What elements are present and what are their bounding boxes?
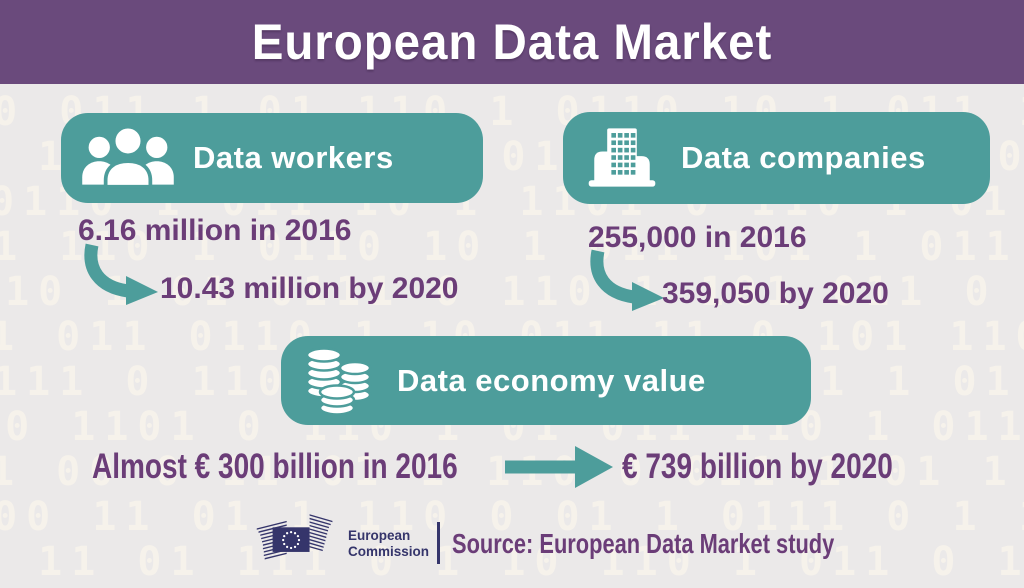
ec-word-line1: European [348, 528, 411, 543]
header-band: European Data Market [0, 0, 1024, 84]
european-commission-wordmark: European Commission [348, 528, 429, 560]
european-commission-logo [255, 513, 343, 573]
companies-stat-2020: 359,050 by 2020 [662, 277, 889, 310]
economy-stat-2020: € 739 billion by 2020 [622, 447, 893, 486]
data-economy-card: Data economy value [281, 336, 811, 425]
data-companies-card: Data companies [563, 112, 990, 204]
data-workers-card: Data workers [61, 113, 483, 203]
data-economy-label: Data economy value [397, 362, 706, 398]
binary-row: 110 1 01 0111 0 110 1 101 011 0 1 1101 1… [0, 269, 1024, 315]
workers-stat-2016: 6.16 million in 2016 [78, 214, 352, 247]
footer-divider [437, 522, 440, 564]
economy-stat-2016: Almost € 300 billion in 2016 [92, 447, 458, 486]
data-workers-label: Data workers [193, 140, 394, 175]
binary-row: 01 110 1 0110 10 1 011 101 1 011 0 110 1… [0, 224, 1024, 270]
source-text: Source: European Data Market study [452, 528, 835, 559]
ec-word-line2: Commission [348, 544, 430, 559]
coins-icon [297, 345, 379, 417]
building-icon [585, 124, 659, 192]
right-arrow-icon [505, 446, 613, 493]
page-title: European Data Market [251, 14, 773, 70]
curved-arrow-icon [588, 249, 670, 316]
curved-arrow-icon [82, 243, 164, 310]
data-companies-label: Data companies [681, 140, 926, 175]
binary-row: 0 11 01 111 0 1 10 110 1 011 0 1 110 1 0… [0, 539, 1024, 585]
companies-stat-2016: 255,000 in 2016 [588, 221, 807, 254]
workers-stat-2020: 10.43 million by 2020 [160, 272, 459, 305]
people-icon [79, 125, 177, 191]
